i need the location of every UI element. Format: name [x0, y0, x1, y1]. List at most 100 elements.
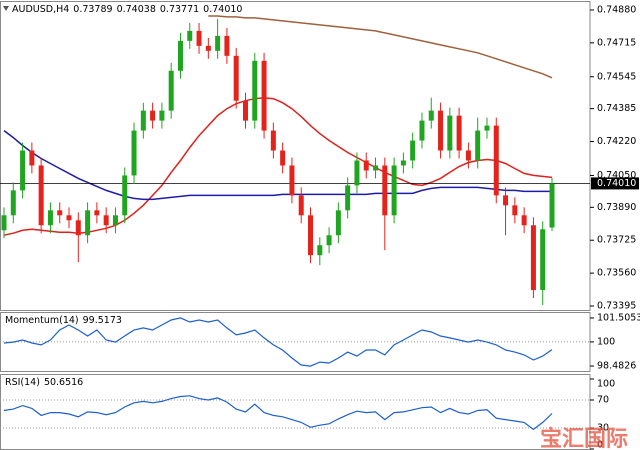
candle-body [20, 150, 26, 191]
candle-body [29, 150, 35, 166]
candle-body [345, 185, 351, 211]
candle-body [530, 225, 536, 291]
candle-body [85, 210, 91, 236]
chart-title: AUDUSD,H4 0.73789 0.74038 0.73771 0.74010 [12, 4, 242, 15]
candle-body [270, 130, 276, 151]
indicator-line [3, 317, 553, 367]
watermark: 宝汇国际 [540, 426, 628, 450]
candle-body [187, 30, 193, 41]
y-tick-label: 0.74545 [597, 71, 636, 82]
candle-body [456, 115, 462, 151]
candle-body [298, 195, 304, 216]
candle-body [391, 165, 397, 216]
candle-body [540, 229, 546, 291]
indicator-name: RSI(14) [5, 377, 40, 388]
moving-average [3, 130, 552, 201]
candle-body [215, 35, 221, 51]
moving-average [208, 15, 553, 79]
y-tick-label: 0.74220 [597, 136, 636, 147]
candle-body [242, 100, 248, 121]
candle-body [252, 60, 258, 121]
candle-body [447, 115, 453, 151]
ohlc-value: 0.73789 [73, 4, 112, 15]
candle-body [168, 70, 174, 111]
candle-body [549, 183, 555, 228]
candle-body [308, 215, 314, 256]
candle-body [373, 165, 379, 171]
candle-body [47, 210, 53, 226]
indicator-line [3, 395, 553, 431]
y-tick-label: 0.74880 [597, 4, 636, 15]
candle-body [493, 125, 499, 196]
candle-body [438, 110, 444, 151]
price-label: 0.74010 [597, 178, 636, 189]
candle-body [363, 160, 369, 171]
indicator-title: Momentum(14) 99.5173 [5, 315, 122, 326]
candle-body [289, 165, 295, 196]
candle-body [177, 40, 183, 71]
y-tick-label: 0.74385 [597, 103, 636, 114]
candle-body [131, 130, 137, 176]
candle-body [354, 160, 360, 186]
candle-body [261, 60, 267, 131]
candle-body [465, 150, 471, 161]
candle-body [475, 130, 481, 161]
candle-body [224, 35, 230, 56]
y-tick-label: 0.73890 [597, 202, 636, 213]
y-tick-label: 0 [597, 440, 603, 450]
candle-body [233, 55, 239, 101]
candle-body [419, 120, 425, 141]
candle-body [428, 110, 434, 121]
candle-body [205, 45, 211, 51]
candle-body [1, 215, 7, 231]
y-tick-label: 0.73395 [597, 301, 636, 312]
candle-body [140, 110, 146, 131]
candle-body [10, 190, 16, 216]
candle-body [503, 195, 509, 206]
candle-body [66, 215, 72, 221]
candle-body [112, 215, 118, 226]
indicator-value: 99.5173 [83, 315, 122, 326]
candle-body [382, 165, 388, 216]
candle-body [196, 30, 202, 46]
ohlc-value: 0.73771 [160, 4, 199, 15]
moving-average [3, 96, 553, 236]
candle-body [57, 210, 63, 216]
candle-body [94, 210, 100, 216]
symbol: AUDUSD,H4 [12, 4, 69, 15]
candle-body [410, 140, 416, 161]
candle-body [122, 175, 128, 216]
candle-body [103, 215, 109, 226]
candle-body [150, 110, 156, 121]
candle-body [38, 165, 44, 226]
y-tick-label: 30 [597, 423, 609, 434]
candle-body [159, 110, 165, 121]
y-tick-label: 0.73725 [597, 235, 636, 246]
candle-body [317, 245, 323, 256]
y-tick-label: 100 [597, 336, 615, 347]
candle-body [484, 125, 490, 131]
ohlc-value: 0.74010 [203, 4, 242, 15]
y-tick-label: 0.74715 [597, 37, 636, 48]
ohlc-value: 0.74038 [117, 4, 156, 15]
candle-body [335, 210, 341, 236]
candle-body [521, 215, 527, 226]
indicator-name: Momentum(14) [5, 315, 79, 326]
y-tick-label: 0.73560 [597, 268, 636, 279]
indicator-value: 50.6516 [44, 377, 83, 388]
y-tick-label: 0.74050 [597, 170, 636, 181]
candle-body [280, 150, 286, 166]
candle-body [400, 160, 406, 166]
y-tick-label: 101.5053 [597, 312, 640, 323]
price-box [591, 177, 639, 190]
title-icon [3, 6, 9, 11]
candle-body [512, 205, 518, 216]
candle-body [75, 220, 81, 236]
y-tick-label: 98.4826 [597, 361, 636, 372]
y-tick-label: 100 [597, 379, 615, 390]
indicator-title: RSI(14) 50.6516 [5, 377, 83, 388]
y-tick-label: 70 [597, 395, 609, 406]
panel-frame [0, 1, 591, 311]
